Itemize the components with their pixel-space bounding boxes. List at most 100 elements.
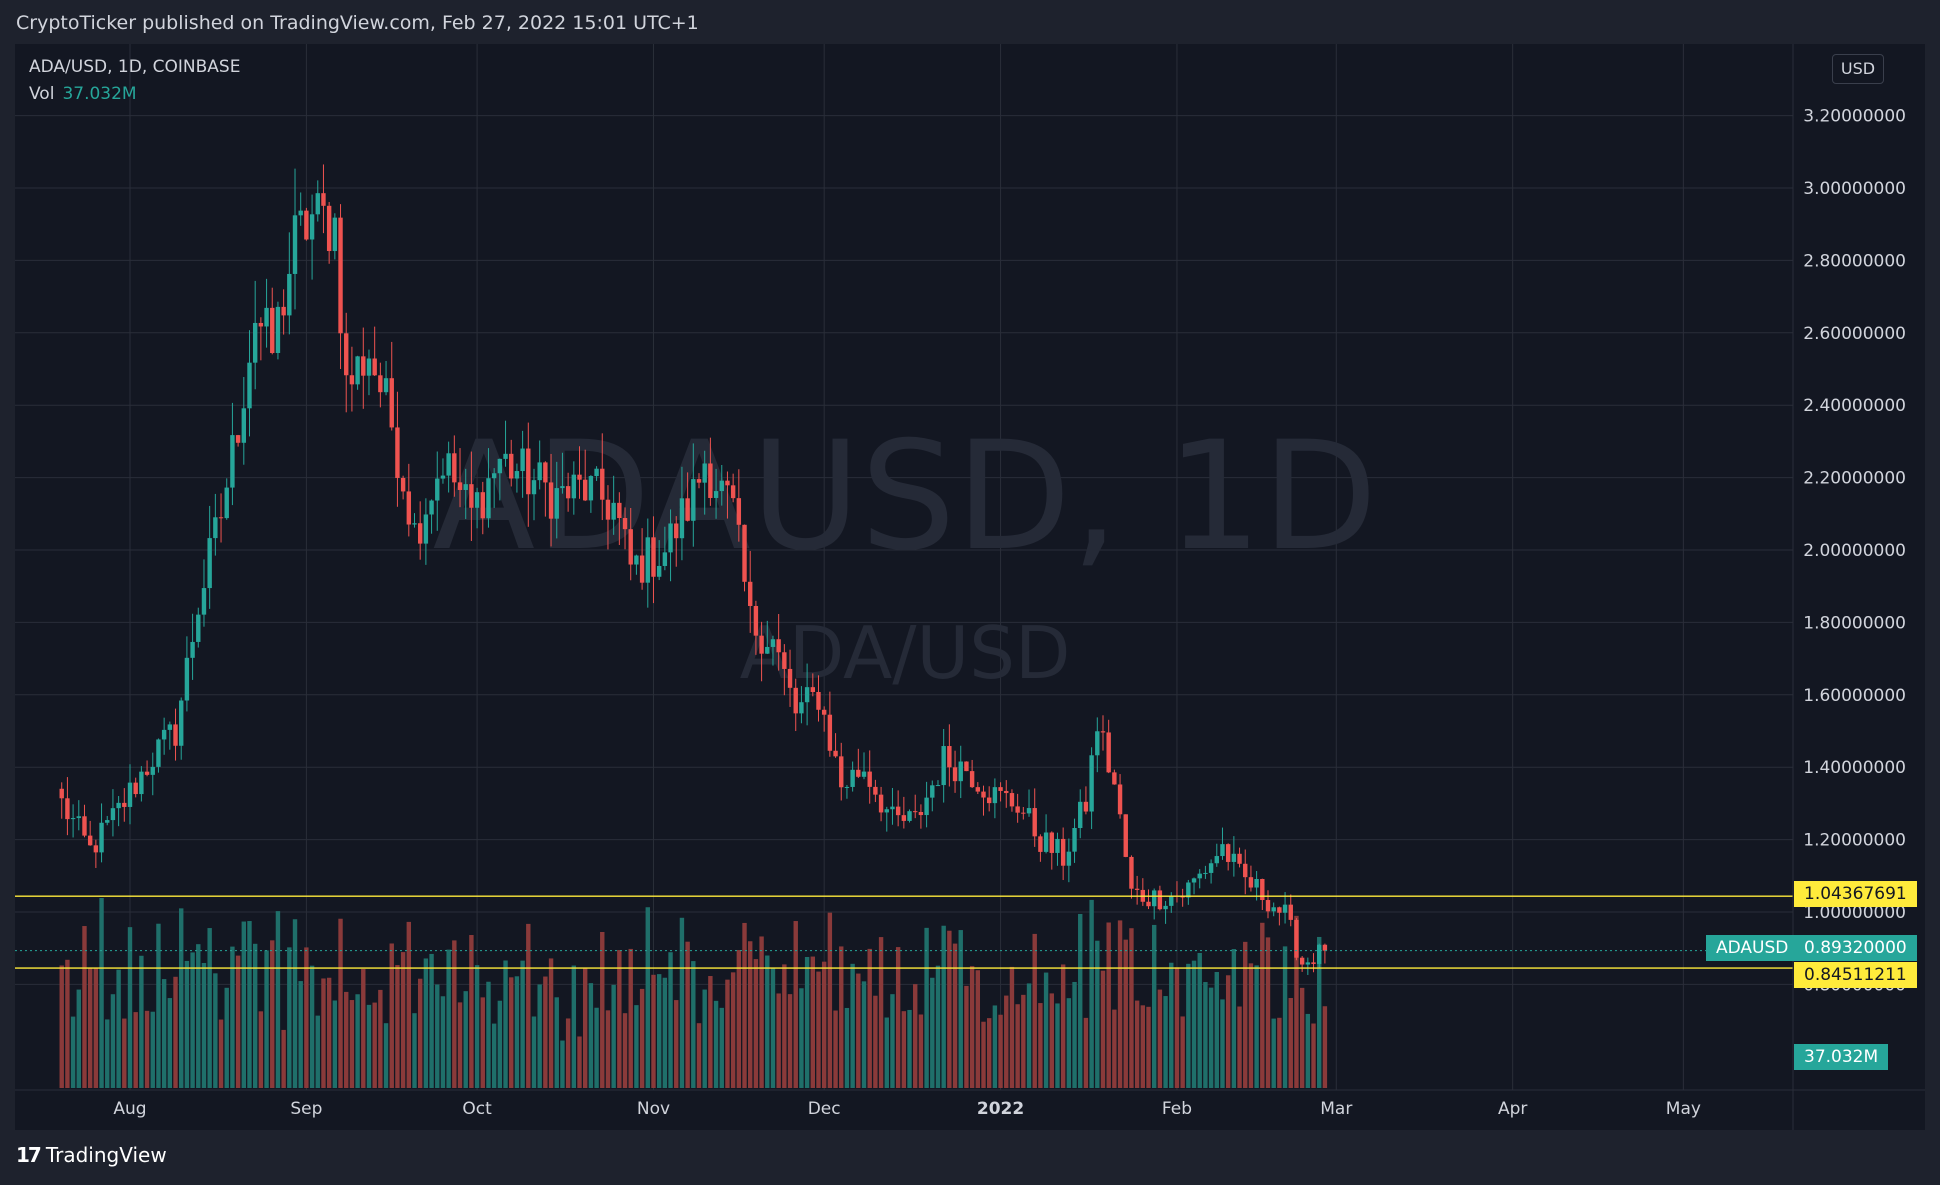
candle-body: [344, 333, 349, 376]
x-tick-label: Aug: [113, 1099, 146, 1119]
volume-bar: [281, 1029, 286, 1088]
symbol-legend[interactable]: ADA/USD, 1D, COINBASE: [29, 57, 240, 77]
candle-body: [1055, 838, 1060, 853]
candle-body: [611, 502, 616, 520]
candle-body: [981, 791, 986, 798]
volume-bar: [833, 1010, 838, 1088]
volume-bar: [179, 908, 184, 1088]
volume-bar: [156, 923, 161, 1088]
candle-body: [696, 479, 702, 483]
volume-bar: [110, 994, 116, 1088]
volume-bar: [82, 926, 87, 1088]
volume-bar: [645, 907, 650, 1088]
y-tick-label: 3.00000000: [1803, 179, 1906, 199]
volume-bar: [400, 952, 406, 1088]
candle-body: [252, 322, 258, 363]
candle-body: [116, 802, 121, 809]
candle-body: [224, 487, 229, 519]
volume-bar: [1049, 993, 1054, 1088]
candle-body: [1060, 838, 1066, 866]
candle-body: [1288, 904, 1293, 920]
x-tick-label: Oct: [462, 1099, 492, 1119]
volume-bar: [161, 979, 167, 1088]
candle-body: [759, 635, 764, 654]
volume-bar: [304, 947, 309, 1088]
y-tick-label: 2.20000000: [1803, 469, 1906, 489]
candle-body: [355, 356, 360, 385]
candle-body: [1220, 844, 1225, 857]
volume-bar: [1038, 1003, 1043, 1088]
candle-body: [361, 356, 366, 376]
volume-bar: [184, 960, 190, 1088]
candle-body: [1254, 878, 1259, 888]
candle-body: [1004, 790, 1009, 794]
volume-bar: [446, 949, 451, 1088]
volume-bar: [1197, 952, 1202, 1088]
volume-bar: [116, 969, 121, 1088]
candle-body: [173, 724, 178, 746]
volume-bar: [252, 943, 258, 1088]
volume-bar: [230, 946, 235, 1088]
volume-bar: [412, 1013, 417, 1088]
volume-bar: [1260, 922, 1265, 1088]
volume-bar: [150, 1011, 155, 1088]
candle-body: [423, 514, 429, 544]
candle-body: [844, 786, 850, 788]
candle-body: [554, 488, 559, 519]
volume-bar: [605, 1010, 611, 1088]
candle-body: [338, 217, 343, 334]
x-tick-label: Nov: [637, 1099, 670, 1119]
x-tick-label: Dec: [808, 1099, 841, 1119]
candle-body: [207, 538, 212, 589]
candle-body: [1231, 853, 1237, 862]
tradingview-logo[interactable]: 17 TradingView: [16, 1143, 167, 1167]
candle-body: [264, 307, 269, 327]
volume-bar: [588, 983, 594, 1088]
candle-body: [947, 746, 952, 768]
volume-bar: [1186, 963, 1191, 1088]
candle-body: [230, 435, 235, 488]
candle-body: [196, 614, 201, 642]
candle-body: [958, 761, 963, 782]
volume-bar: [696, 1023, 702, 1088]
candle-body: [1260, 878, 1265, 901]
volume-bar: [201, 962, 207, 1088]
volume-bar: [315, 1015, 320, 1088]
volume-bar: [702, 989, 707, 1088]
y-tick-label: 2.80000000: [1803, 251, 1906, 271]
candle-body: [725, 480, 730, 486]
candle-body: [1032, 808, 1037, 837]
candle-body: [201, 588, 207, 615]
volume-bar: [361, 969, 366, 1088]
horizontal-lines[interactable]: [15, 895, 1793, 969]
candle-body: [1106, 732, 1111, 773]
y-tick-label: 2.40000000: [1803, 396, 1906, 416]
volume-bar: [344, 991, 349, 1088]
candle-body: [1021, 812, 1026, 814]
volume-bar: [514, 976, 520, 1088]
volume-bar: [332, 1000, 338, 1088]
volume-bar: [878, 937, 884, 1088]
volume-legend[interactable]: Vol 37.032M: [29, 84, 137, 104]
candle-body: [861, 771, 867, 777]
volume-bar: [235, 955, 241, 1088]
candle-body: [884, 809, 889, 813]
currency-button[interactable]: USD: [1832, 54, 1884, 84]
symbol-title[interactable]: ADA/USD, 1D, COINBASE: [29, 57, 241, 77]
volume-bar: [321, 978, 326, 1088]
volume-bar: [867, 948, 872, 1088]
candle-body: [1129, 856, 1134, 889]
volume-bar: [1066, 998, 1072, 1088]
volume-bar: [964, 985, 969, 1088]
candle-body: [1083, 801, 1089, 812]
volume-bar: [326, 977, 332, 1088]
candle-body: [1100, 731, 1106, 733]
volume-bar: [981, 1021, 986, 1088]
candle-body: [110, 808, 116, 821]
candle-body: [70, 818, 76, 820]
volume-bar: [349, 1000, 355, 1088]
candle-body: [156, 739, 161, 767]
volume-bar: [730, 972, 736, 1088]
tradingview-logo-mark-icon: 17: [16, 1143, 42, 1167]
